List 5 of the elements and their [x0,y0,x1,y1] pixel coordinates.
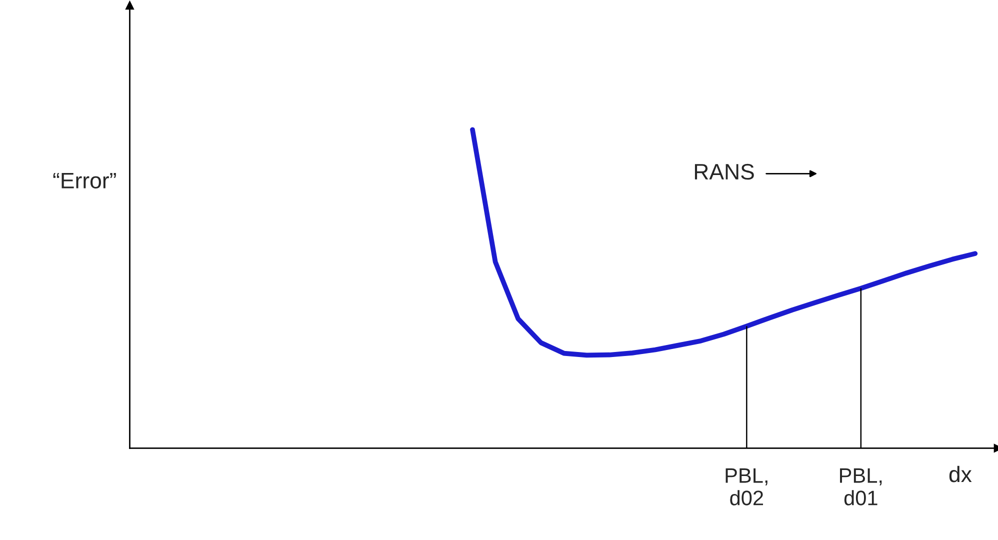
annotation: RANS [694,164,754,180]
x-tick-label: PBL, d02 [726,468,768,506]
x-tick-label: PBL, d01 [840,468,882,506]
y-axis-title: “Error” [53,172,116,188]
x-axis-title: dx [949,466,972,482]
